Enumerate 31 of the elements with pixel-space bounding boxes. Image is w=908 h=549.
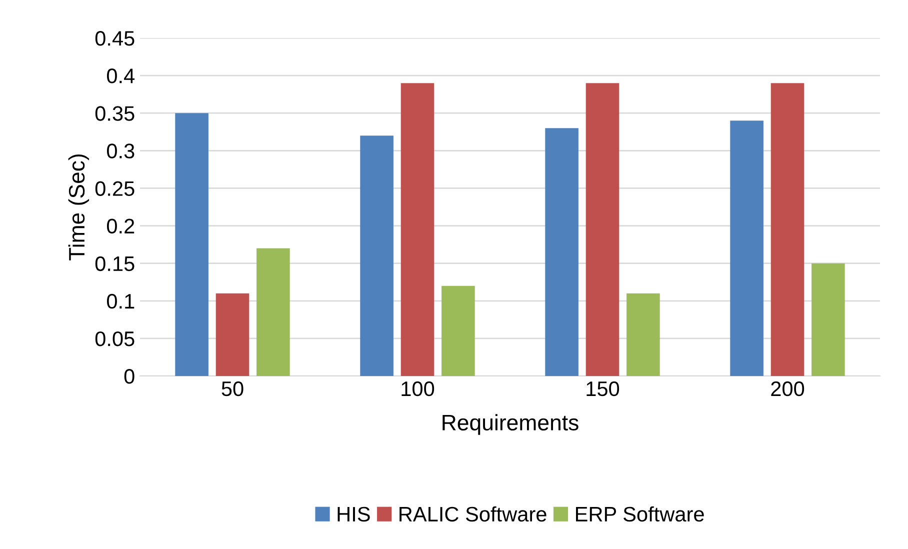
y-axis-title: Time (Sec) (68, 154, 90, 260)
bar (400, 83, 434, 376)
x-tick-label: 100 (402, 381, 434, 396)
bar (586, 83, 620, 376)
y-tick-label: 0.05 (95, 331, 134, 346)
bar (256, 248, 290, 376)
x-axis-title: Requirements (442, 414, 578, 435)
y-tick-label: 0.3 (106, 144, 134, 158)
legend-label: RALIC Software (400, 506, 546, 522)
bar (360, 136, 394, 376)
bar (175, 113, 208, 376)
y-tick-label: 0.25 (95, 181, 134, 196)
legend-label: ERP Software (576, 506, 704, 522)
legend-label: HIS (338, 506, 370, 522)
y-tick-label: 0.4 (106, 68, 135, 84)
bar (442, 286, 475, 376)
x-tick-label: 150 (586, 381, 620, 396)
y-tick-label: 0.15 (95, 256, 134, 272)
y-tick-label: 0.45 (95, 31, 134, 46)
x-tick-label: 50 (222, 381, 244, 396)
bar (626, 293, 660, 376)
bar (730, 120, 764, 376)
y-tick-label: 0.1 (106, 294, 134, 309)
y-tick-label: 0.35 (95, 106, 134, 121)
bar (545, 128, 578, 376)
bar (812, 263, 845, 376)
bar (216, 293, 250, 376)
y-tick-label: 0.2 (106, 218, 134, 234)
y-tick-label: 0 (124, 369, 134, 384)
x-tick-label: 200 (771, 381, 804, 396)
bar (770, 83, 804, 376)
